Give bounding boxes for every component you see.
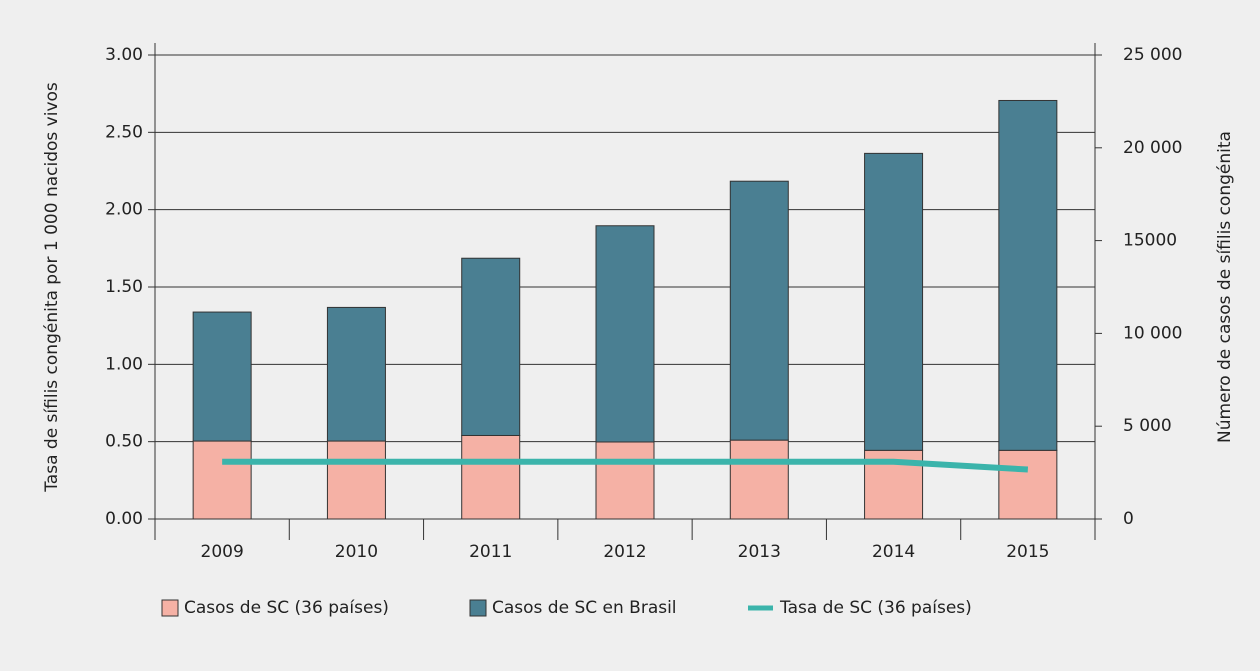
- y-tick-label: 1.50: [105, 277, 143, 297]
- bar: [729, 439, 789, 520]
- x-tick-label: 2012: [603, 542, 646, 562]
- bar: [998, 99, 1058, 451]
- legend-swatch: [469, 599, 487, 617]
- y2-tick-label: 10 000: [1123, 323, 1182, 343]
- y-tick-label: 2.50: [105, 122, 143, 142]
- y2-tick-label: 25 000: [1123, 45, 1182, 65]
- legend-swatch: [161, 599, 179, 617]
- y-axis-title: Tasa de sífilis congénita por 1 000 naci…: [42, 82, 62, 493]
- bar: [192, 311, 252, 442]
- legend-label: Tasa de SC (36 países): [779, 598, 972, 618]
- y-tick-label: 0.50: [105, 432, 143, 452]
- y-tick-label: 1.00: [105, 354, 143, 374]
- bar: [998, 449, 1058, 520]
- x-tick-label: 2013: [738, 542, 781, 562]
- bar: [461, 434, 521, 520]
- bar: [326, 440, 386, 520]
- bar: [461, 257, 521, 436]
- y2-tick-label: 20 000: [1123, 138, 1182, 158]
- bar: [729, 180, 789, 441]
- legend-label: Casos de SC (36 países): [184, 598, 389, 618]
- y2-tick-label: 0: [1123, 509, 1134, 529]
- x-tick-label: 2011: [469, 542, 512, 562]
- x-tick-label: 2010: [335, 542, 378, 562]
- bar: [864, 152, 924, 451]
- bar: [192, 440, 252, 520]
- y2-tick-label: 5 000: [1123, 416, 1172, 436]
- y-tick-label: 0.00: [105, 509, 143, 529]
- y2-axis-title: Número de casos de sífilis congénita: [1215, 131, 1235, 443]
- bar: [595, 441, 655, 520]
- x-tick-label: 2014: [872, 542, 915, 562]
- line: [222, 458, 1029, 473]
- legend-label: Casos de SC en Brasil: [492, 598, 677, 618]
- y2-tick-label: 15000: [1123, 231, 1177, 251]
- x-tick-label: 2015: [1006, 542, 1049, 562]
- x-tick-label: 2009: [201, 542, 244, 562]
- bar: [595, 225, 655, 443]
- y-tick-label: 2.00: [105, 200, 143, 220]
- y-tick-label: 3.00: [105, 45, 143, 65]
- bar: [326, 306, 386, 442]
